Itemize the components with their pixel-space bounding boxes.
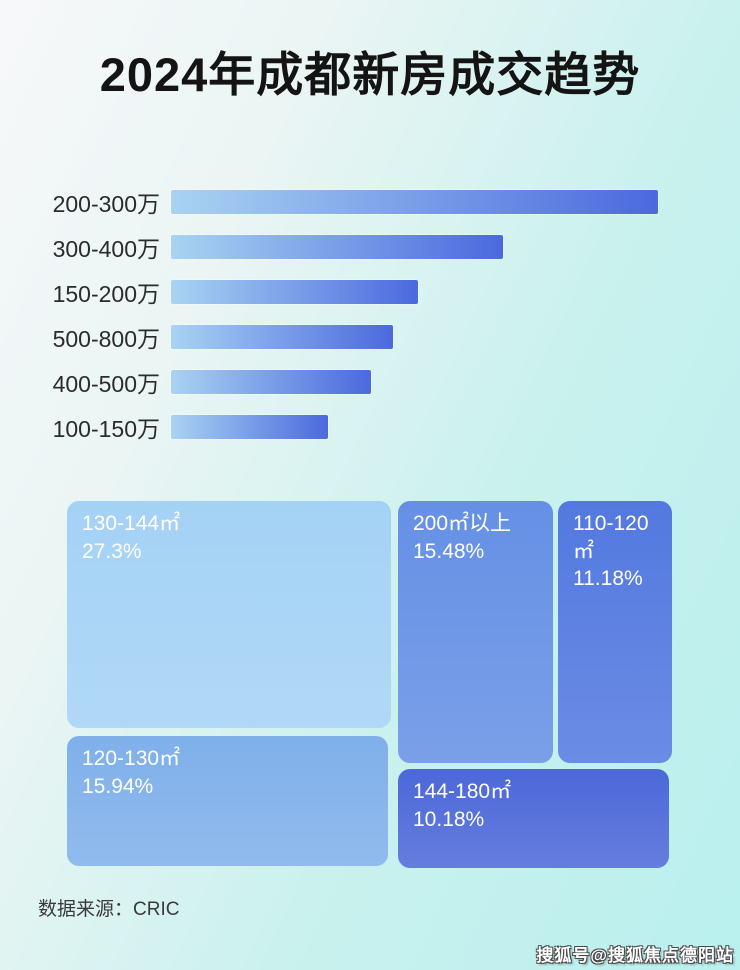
watermark: 搜狐号@搜狐焦点德阳站 (536, 946, 734, 965)
bar-label: 200-300万 (52, 190, 160, 217)
bar-fill (171, 234, 504, 259)
bar-fill (171, 414, 328, 439)
treemap-cell-label: 120-130㎡ (82, 747, 181, 770)
bar-row: 200-300万 (23, 179, 683, 224)
bar-row: 150-200万 (23, 269, 683, 314)
bar-track (171, 234, 658, 259)
treemap-cell-200-plus: 200㎡以上 15.48% (398, 501, 553, 763)
bar-track (171, 414, 658, 439)
treemap-cell-label: 200㎡以上 (413, 512, 512, 535)
treemap-cell-120-130: 120-130㎡ 15.94% (67, 736, 388, 866)
bar-track (171, 324, 658, 349)
treemap-cell-130-144: 130-144㎡ 27.3% (67, 501, 391, 728)
bar-fill (171, 189, 658, 214)
bar-fill (171, 369, 372, 394)
bar-fill (171, 324, 394, 349)
treemap-cell-label: 110-120㎡ (573, 512, 649, 563)
treemap-cell-label: 130-144㎡ (82, 512, 181, 535)
data-source-note: 数据来源：CRIC (38, 899, 180, 920)
bar-track (171, 369, 658, 394)
treemap-cell-value: 15.48% (413, 539, 485, 563)
bar-fill (171, 279, 418, 304)
treemap-cell-value: 15.94% (82, 774, 154, 798)
treemap-cell-value: 27.3% (82, 539, 142, 563)
bar-row: 500-800万 (23, 314, 683, 359)
price-range-bar-chart: 200-300万 300-400万 150-200万 500-800万 400-… (23, 179, 683, 449)
bar-row: 300-400万 (23, 224, 683, 269)
page-title: 2024年成都新房成交趋势 (99, 48, 641, 101)
treemap-cell-value: 10.18% (413, 807, 485, 831)
bar-label: 500-800万 (52, 325, 160, 352)
bar-label: 400-500万 (52, 370, 160, 397)
bar-label: 150-200万 (52, 280, 160, 307)
bar-label: 300-400万 (52, 235, 160, 262)
bar-track (171, 189, 658, 214)
bar-row: 100-150万 (23, 404, 683, 449)
bar-row: 400-500万 (23, 359, 683, 404)
treemap-cell-110-120: 110-120㎡ 11.18% (558, 501, 672, 763)
treemap-cell-144-180: 144-180㎡ 10.18% (398, 769, 669, 868)
bar-track (171, 279, 658, 304)
treemap-cell-label: 144-180㎡ (413, 780, 512, 803)
bar-label: 100-150万 (52, 415, 160, 442)
treemap-cell-value: 11.18% (573, 567, 643, 591)
